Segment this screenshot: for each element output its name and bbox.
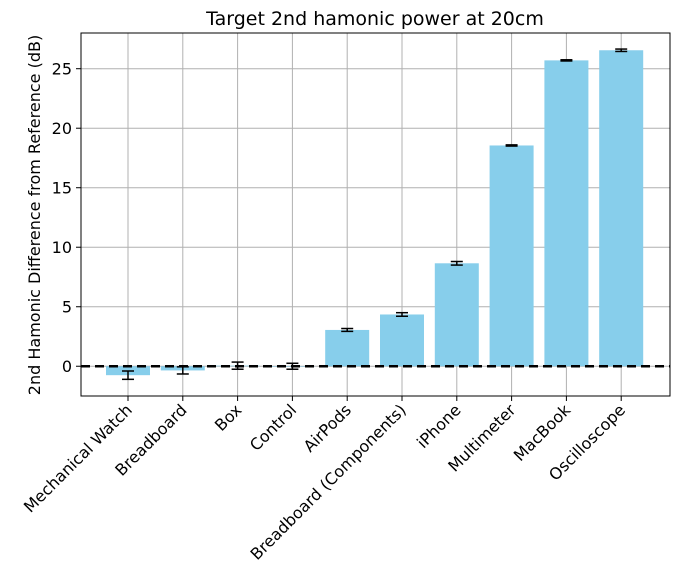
bars <box>106 50 644 376</box>
x-tick-label: AirPods <box>300 400 355 455</box>
bar <box>489 145 534 367</box>
y-tick-label: 0 <box>62 357 72 376</box>
y-tick-label: 10 <box>52 238 72 257</box>
x-tick-label: Control <box>246 400 300 454</box>
x-tick-label: iPhone <box>413 400 465 452</box>
y-tick-label: 5 <box>62 298 72 317</box>
bar <box>325 329 370 367</box>
y-tick-label: 15 <box>52 179 72 198</box>
error-bars <box>122 48 628 381</box>
x-tick-label: Box <box>211 400 245 434</box>
bar <box>599 50 644 367</box>
y-axis-label: 2nd Hamonic Difference from Reference (d… <box>25 35 44 395</box>
y-tick-label: 25 <box>52 60 72 79</box>
chart-title: Target 2nd hamonic power at 20cm <box>205 8 544 30</box>
plot-frame <box>80 32 671 397</box>
bar <box>544 60 589 367</box>
y-axis: 0 5 10 15 20 25 <box>52 60 81 376</box>
bar <box>434 263 479 367</box>
bar <box>380 314 424 367</box>
y-tick-label: 20 <box>52 119 72 138</box>
